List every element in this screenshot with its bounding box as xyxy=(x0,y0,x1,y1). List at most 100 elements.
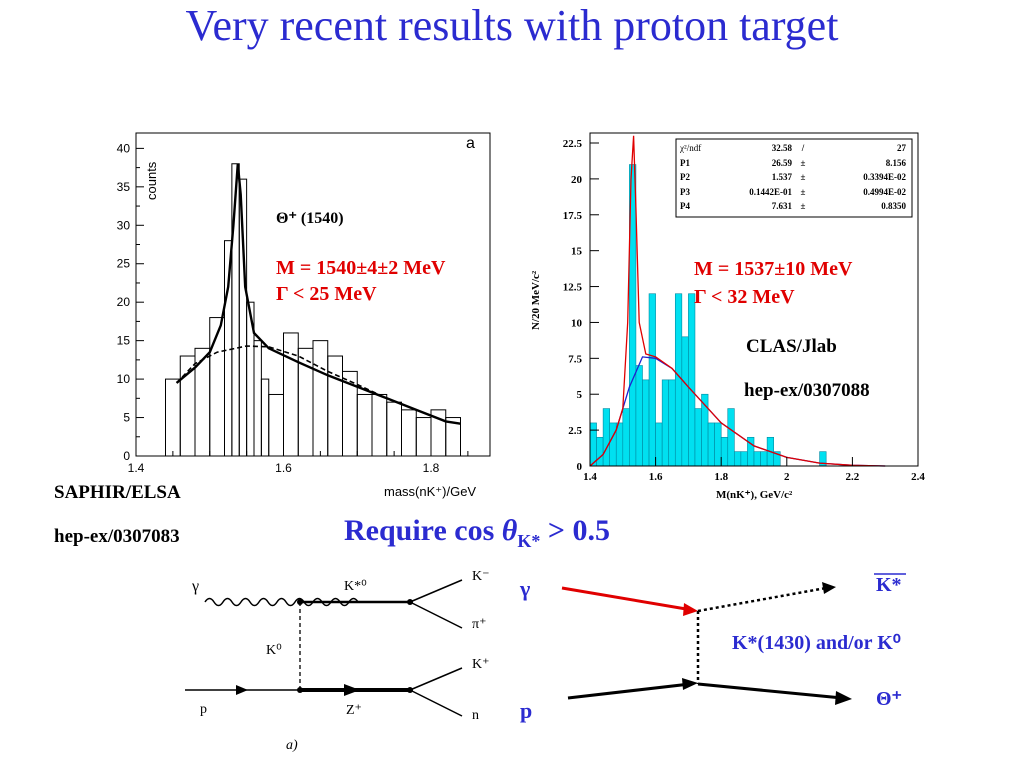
fit-table-sep: / xyxy=(801,143,805,153)
fit-table-row: P3 0.1442E-01 ±0.4994E-02 xyxy=(680,185,910,200)
vertex-2 xyxy=(407,599,413,605)
right-histogram-bar xyxy=(635,365,643,467)
fit-table-value: 0.1442E-01 xyxy=(749,186,792,197)
right-histogram-bar xyxy=(661,379,670,467)
left-peak-label: Θ⁺ (1540) xyxy=(276,210,344,227)
fit-table-sep: ± xyxy=(800,157,806,168)
right-x-tick-label: 2 xyxy=(784,471,790,483)
left-x-tick-label: 1.6 xyxy=(275,461,292,475)
right-x-ticks: 1.4 1.6 1.8 2 2.2 2.4 xyxy=(583,457,925,483)
fit-table-error: 0.3394E-02 xyxy=(863,172,906,182)
left-y-ticks: 0 5 10 15 20 25 30 35 40 xyxy=(117,141,144,463)
right-y-axis-label: N/20 MeV/c² xyxy=(530,270,542,330)
fit-table-row: P2 1.537 ±0.3394E-02 xyxy=(680,170,910,185)
right-y-tick-label: 12.5 xyxy=(563,282,583,294)
fit-table-sep: ± xyxy=(800,186,806,197)
left-y-tick-label: 35 xyxy=(117,180,131,194)
feynman-piplus-label: π⁺ xyxy=(472,617,487,632)
left-total-fit xyxy=(175,163,461,425)
fit-table-value: 7.631 xyxy=(771,201,792,211)
feynman-kminus-label: K⁻ xyxy=(472,569,490,584)
feynman-kstar0-label: K*⁰ xyxy=(344,579,367,594)
right-histogram-bar xyxy=(609,422,617,467)
right-histogram-bar xyxy=(602,408,610,467)
feynman-diagram xyxy=(185,579,463,717)
proton-line xyxy=(567,682,691,700)
left-histogram-bar xyxy=(327,355,343,457)
fit-table-name: P4 xyxy=(680,201,690,211)
fit-table-value: 26.59 xyxy=(771,157,792,168)
feynman-caption: a) xyxy=(286,738,298,753)
right-y-tick-label: 10 xyxy=(571,317,583,329)
left-histogram-bar xyxy=(386,401,402,457)
left-x-tick-label: 1.8 xyxy=(423,461,440,475)
left-histogram-bar xyxy=(253,340,262,457)
fit-table-name: P3 xyxy=(680,186,690,197)
right-histogram-bar xyxy=(622,408,630,467)
fit-table-row: P1 26.59 ±8.156 xyxy=(680,156,910,171)
cut-subscript: K* xyxy=(517,531,541,551)
left-histogram-bar xyxy=(356,393,373,457)
fit-table-error: 0.8350 xyxy=(881,201,906,211)
left-y-tick-label: 15 xyxy=(117,334,131,348)
right-histogram-bar xyxy=(615,422,624,467)
right-histogram-bar xyxy=(714,422,722,467)
right-histogram-bar xyxy=(648,293,656,467)
fit-parameter-box xyxy=(675,138,913,218)
piplus-line xyxy=(409,601,463,629)
right-histogram-bar xyxy=(753,451,761,467)
left-y-tick-label: 0 xyxy=(123,449,130,463)
left-y-tick-label: 40 xyxy=(117,141,131,155)
feynman-k0-label: K⁰ xyxy=(266,643,282,658)
theta-arrowhead-icon xyxy=(835,691,852,705)
left-histogram-bar xyxy=(260,378,270,457)
left-histogram-bar xyxy=(165,378,181,457)
left-y-tick-label: 5 xyxy=(123,411,130,425)
left-histogram-bars xyxy=(165,163,461,457)
feynman-proton-label: p xyxy=(200,702,207,717)
vertex-4 xyxy=(407,687,413,693)
right-y-tick-label: 5 xyxy=(577,389,583,401)
fit-table-error: 27 xyxy=(897,143,906,153)
fit-table-value: 1.537 xyxy=(771,172,792,182)
proton-arrowhead-icon xyxy=(682,678,698,690)
right-x-tick-label: 1.6 xyxy=(649,471,663,483)
right-histogram-bar xyxy=(727,408,735,467)
fit-table-name: P1 xyxy=(680,157,690,168)
left-histogram-bar xyxy=(401,409,417,457)
fit-table-sep: ± xyxy=(800,172,806,182)
right-histogram-bar xyxy=(734,451,742,467)
kminus-line xyxy=(409,579,463,603)
kin-exchange-label: K*(1430) and/or K⁰ xyxy=(732,632,901,654)
right-y-tick-label: 22.5 xyxy=(563,138,583,150)
right-histogram-bar xyxy=(642,379,650,467)
kinematic-sketch xyxy=(561,573,906,705)
left-width-line: Γ < 25 MeV xyxy=(276,283,377,305)
right-y-tick-label: 0 xyxy=(577,461,583,473)
right-histogram-bar xyxy=(760,451,768,467)
left-corner-label: a xyxy=(466,135,475,152)
left-histogram-bar xyxy=(312,340,329,457)
right-y-tick-label: 17.5 xyxy=(563,210,583,222)
right-mass-line: M = 1537±10 MeV xyxy=(694,258,853,280)
left-x-tick-label: 1.4 xyxy=(128,461,145,475)
left-y-tick-label: 30 xyxy=(117,218,131,232)
cut-theta: θ xyxy=(501,514,518,547)
right-histogram-bar xyxy=(707,422,715,467)
right-histogram-bar xyxy=(740,451,748,467)
left-background-fit xyxy=(176,345,461,425)
right-x-tick-label: 1.8 xyxy=(714,471,728,483)
neutron-line xyxy=(409,689,463,717)
fit-table-name: χ²/ndf xyxy=(680,143,702,153)
photon-arrowhead-icon xyxy=(683,603,698,616)
left-y-tick-label: 10 xyxy=(117,372,131,386)
theta-line xyxy=(697,682,843,700)
slide-title: Very recent results with proton target xyxy=(185,1,839,50)
right-y-tick-label: 2.5 xyxy=(568,425,582,437)
proton-arrow-icon xyxy=(236,685,248,695)
vertex-1 xyxy=(297,599,303,605)
cut-suffix: > 0.5 xyxy=(540,514,610,547)
fit-table-row: χ²/ndf 32.58 / 27 xyxy=(680,141,910,156)
left-y-axis-label: counts xyxy=(144,161,159,200)
